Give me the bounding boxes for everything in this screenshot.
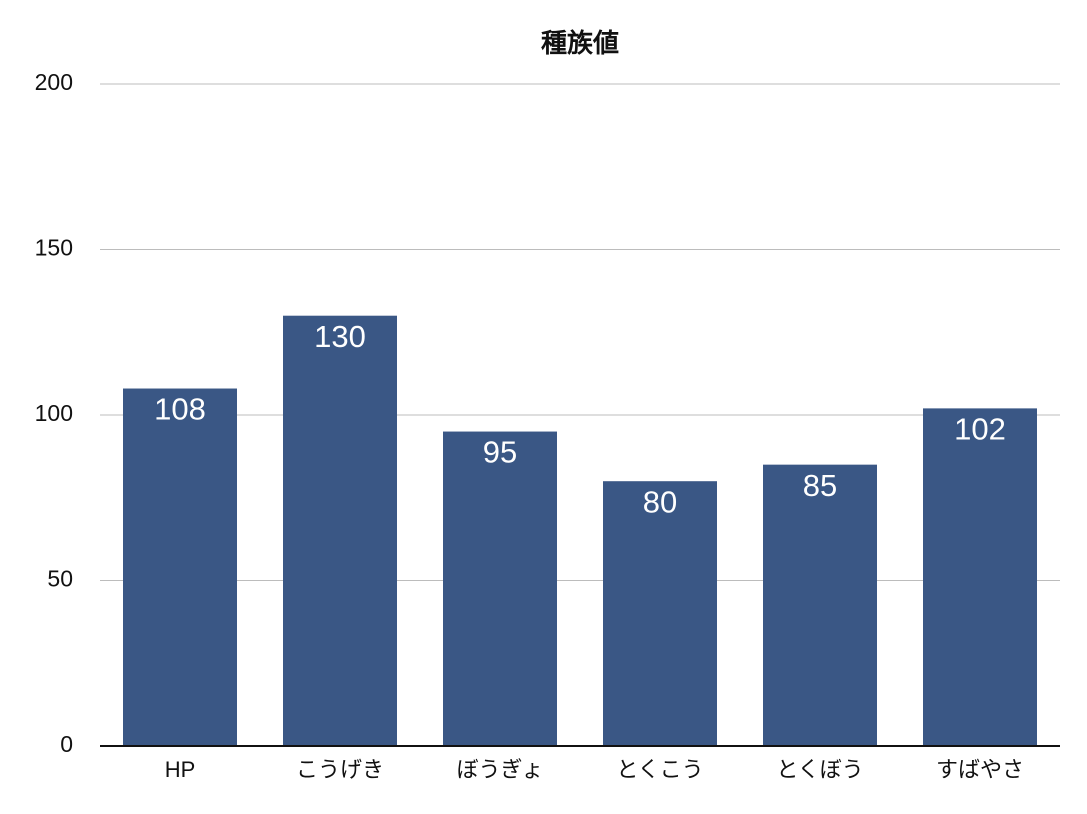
value-label: 80	[643, 484, 677, 519]
bar	[763, 464, 877, 746]
value-label: 102	[954, 412, 1006, 447]
x-tick-label: ぼうぎょ	[457, 757, 544, 782]
y-tick-label: 200	[35, 69, 73, 95]
value-label: 130	[314, 319, 366, 354]
bar	[603, 481, 717, 746]
x-tick-label: とくこう	[616, 757, 703, 782]
chart-title: 種族値	[541, 28, 619, 58]
y-tick-label: 50	[47, 566, 73, 592]
bar	[443, 431, 557, 746]
y-tick-label: 0	[60, 731, 73, 757]
value-label: 85	[803, 468, 837, 503]
bar	[123, 388, 237, 746]
y-tick-label: 100	[35, 400, 73, 426]
value-label: 108	[154, 392, 206, 427]
x-tick-label: こうげき	[296, 757, 384, 782]
value-label: 95	[483, 435, 517, 470]
y-tick-label: 150	[35, 235, 73, 261]
x-tick-label: とくぼう	[776, 757, 863, 782]
bar	[283, 315, 397, 746]
x-tick-label: HP	[165, 757, 196, 782]
x-tick-label: すばやさ	[936, 757, 1024, 782]
bar	[923, 408, 1037, 746]
